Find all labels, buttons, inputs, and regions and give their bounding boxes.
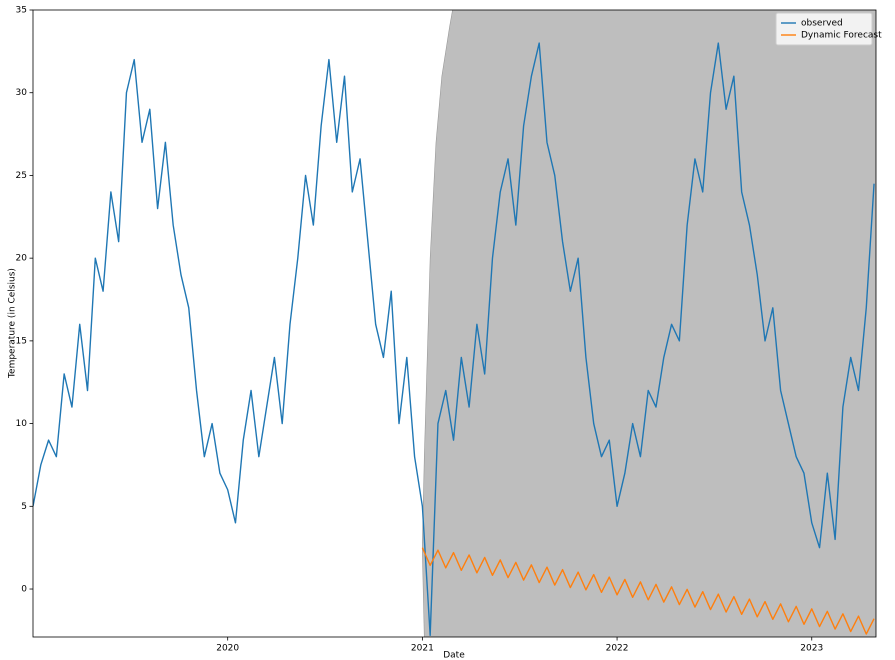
axes-frame (32, 9, 877, 638)
legend-label: observed (801, 19, 843, 29)
legend-label: Dynamic Forecast (801, 31, 882, 41)
series-line (421, 547, 875, 635)
y-tick-label: 25 (16, 171, 27, 181)
y-tick-label: 5 (21, 502, 27, 512)
y-tick-label: 30 (16, 88, 28, 98)
y-tick-label: 20 (16, 254, 28, 264)
x-tick-label: 2020 (216, 644, 239, 654)
y-tick-label: 35 (16, 6, 27, 16)
y-axis-label: Temperature (in Celsius) (8, 268, 18, 379)
plot-area (33, 10, 876, 637)
y-tick-label: 15 (16, 336, 27, 346)
x-axis-label: Date (443, 651, 465, 660)
x-tick-label: 2022 (606, 644, 629, 654)
series-line (33, 42, 875, 637)
legend-box (775, 12, 873, 46)
x-tick-label: 2021 (411, 644, 434, 654)
x-tick-label: 2023 (800, 644, 823, 654)
y-tick-label: 0 (21, 585, 27, 595)
y-tick-label: 10 (16, 419, 28, 429)
confidence-band (422, 10, 876, 637)
legend: observed Dynamic Forecast (775, 12, 882, 46)
